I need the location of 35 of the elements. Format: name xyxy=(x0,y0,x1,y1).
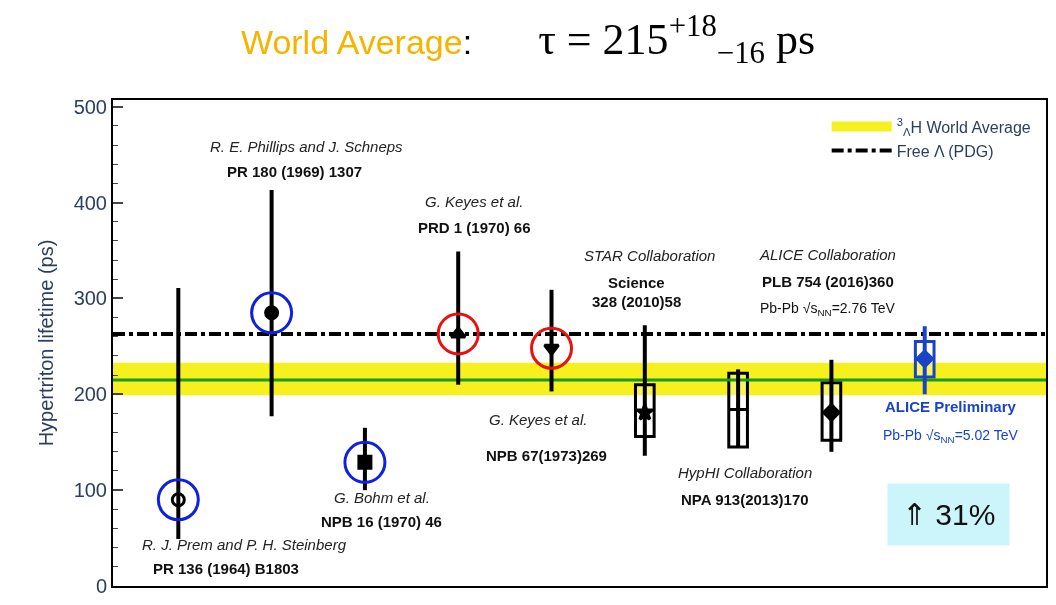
annotation: G. Bohm et al. xyxy=(334,489,430,506)
annotation: NPB 16 (1970) 46 xyxy=(321,513,442,530)
annotation: Pb-Pb √s$_{NN}$=5.02 TeV xyxy=(883,427,1019,445)
annotation: PR 136 (1964) B1803 xyxy=(153,560,299,577)
point xyxy=(343,440,387,484)
legend-label: Free Λ (PDG) xyxy=(896,142,994,160)
annotation: PLB 754 (2016)360 xyxy=(762,273,894,290)
point xyxy=(530,326,574,370)
point xyxy=(436,312,480,356)
annotation: G. Keyes et al. xyxy=(489,411,588,428)
y-axis-title: Hypertriton lifetime (ps) xyxy=(34,239,57,447)
annotation: HypHI Collaboration xyxy=(678,464,813,481)
annotation: PRD 1 (1970) 66 xyxy=(418,219,531,236)
y-tick-label: 400 xyxy=(73,191,107,214)
y-tick-label: 200 xyxy=(73,383,107,406)
chart-title: World Average: τ = 215$^{+18}$$_{−16}$ ps xyxy=(240,8,816,71)
point xyxy=(156,478,200,522)
annotation: ⇑ 31% xyxy=(902,498,996,531)
annotation: Pb-Pb √s$_{NN}$=2.76 TeV xyxy=(760,300,896,318)
annotation: Science xyxy=(608,274,665,291)
annotation: STAR Collaboration xyxy=(584,247,716,264)
annotation: NPB 67(1973)269 xyxy=(486,447,607,464)
y-tick-label: 0 xyxy=(95,575,107,597)
annotation: NPA 913(2013)170 xyxy=(681,491,809,508)
annotation: R. J. Prem and P. H. Steinberg xyxy=(142,536,347,553)
annotation: ALICE Collaboration xyxy=(759,246,896,263)
y-tick-label: 500 xyxy=(73,95,107,118)
annotation: G. Keyes et al. xyxy=(425,193,524,210)
y-tick-label: 300 xyxy=(73,287,107,310)
y-tick-label: 100 xyxy=(73,479,107,502)
annotation: R. E. Phillips and J. Schneps xyxy=(210,138,404,155)
annotation: PR 180 (1969) 1307 xyxy=(227,163,363,180)
annotation: ALICE Preliminary xyxy=(885,398,1017,415)
annotation: 328 (2010)58 xyxy=(592,293,682,310)
point xyxy=(250,291,294,335)
